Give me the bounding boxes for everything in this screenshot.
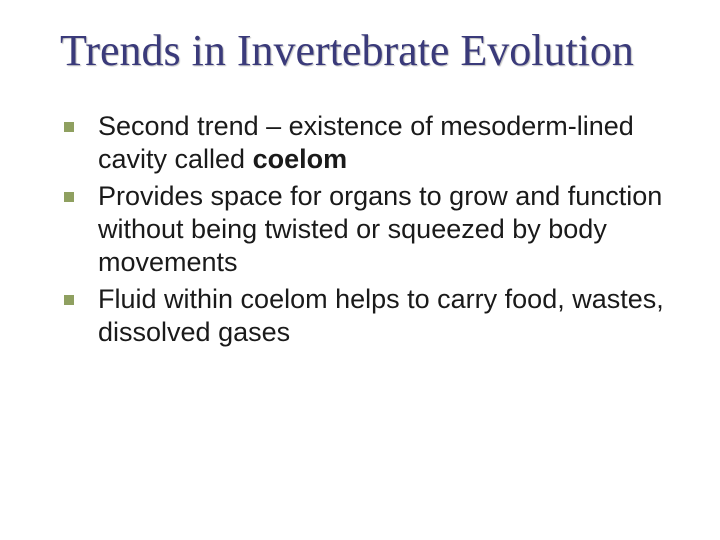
bullet-list: Second trend – existence of mesoderm-lin… [60,110,680,349]
bullet-text-pre: Provides space for organs to grow and fu… [98,181,662,277]
list-item: Provides space for organs to grow and fu… [98,180,680,279]
slide: Trends in Invertebrate Evolution Second … [0,0,720,540]
bullet-text-bold: coelom [253,144,348,174]
list-item: Fluid within coelom helps to carry food,… [98,283,680,349]
bullet-text-pre: Fluid within coelom helps to carry food,… [98,284,664,347]
slide-title: Trends in Invertebrate Evolution [60,28,680,74]
list-item: Second trend – existence of mesoderm-lin… [98,110,680,176]
bullet-text-pre: Second trend – existence of mesoderm-lin… [98,111,634,174]
